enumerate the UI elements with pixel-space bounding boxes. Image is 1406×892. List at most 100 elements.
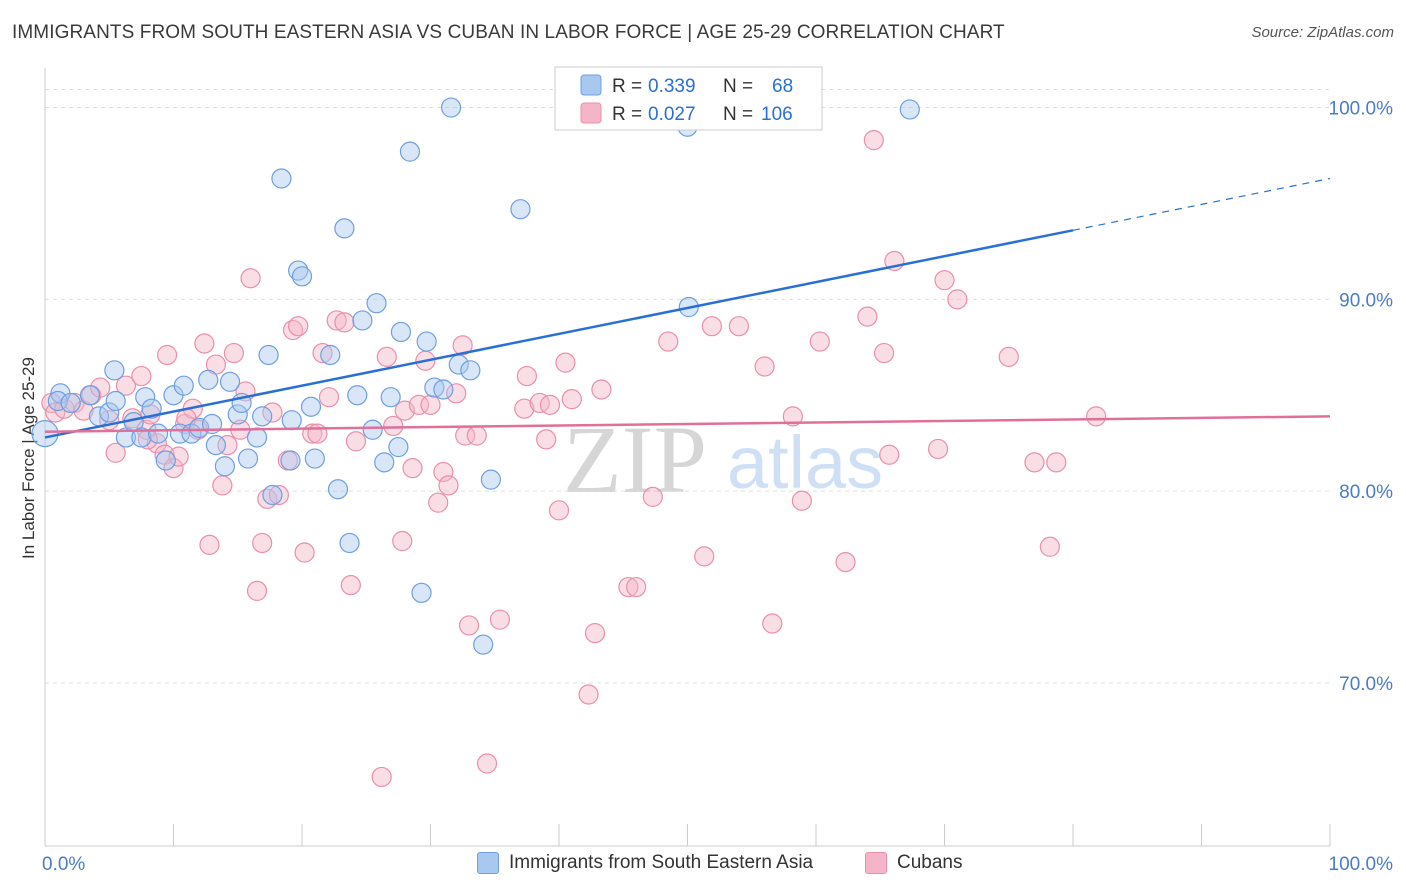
cuban-point-77 [591,379,612,400]
cuban-point-42 [312,342,333,364]
sea-point-24 [214,456,235,477]
sea-point-26 [227,404,248,425]
sea-point-6 [99,402,120,423]
cuban-point-8 [105,442,126,463]
cuban-point-87 [782,406,803,427]
cuban-point-91 [857,306,878,327]
cuban-point-78 [618,576,639,598]
cuban-point-81 [658,331,679,352]
sea-point-62 [510,199,531,220]
cuban-point-103 [1086,406,1107,427]
sea-point-38 [300,396,322,417]
sea-point-4 [79,385,101,406]
cuban-point-88 [791,490,812,511]
cuban-point-64 [466,425,487,446]
cuban-point-56 [420,394,441,415]
chart-source: Source: ZipAtlas.com [1251,24,1394,41]
cuban-point-100 [1024,452,1045,473]
cuban-point-89 [809,331,830,352]
bottom-legend-label-cubans: Cubans [897,852,963,873]
sea-point-61 [480,469,501,490]
sea-point-39 [304,448,325,469]
sea-point-37 [291,266,313,287]
cuban-point-35 [268,484,289,506]
sea-point-67 [899,99,920,120]
cuban-point-34 [262,402,283,423]
legend-n-value-pink: 106 [761,104,793,125]
bottom-legend-swatch-pink [865,852,887,874]
sea-point-34 [280,450,301,471]
cuban-point-48 [371,766,392,788]
trend-lines [44,177,1331,439]
sea-point-48 [374,452,395,473]
axes [44,68,1331,847]
sea-point-56 [433,379,454,400]
sea-point-52 [399,141,421,162]
cuban-point-26 [217,435,238,456]
sea-point-40 [320,344,341,366]
sea-point-60 [473,634,494,655]
legend-n-label-pink: N = [723,104,753,125]
cuban-point-9 [115,375,137,396]
sea-point-32 [262,484,283,506]
sea-point-33 [271,168,292,189]
sea-point-36 [288,260,309,281]
cuban-point-68 [516,365,537,387]
cuban-point-67 [514,398,535,419]
y-tick-label-1: 80.0% [1339,482,1393,503]
x-tick-label-0: 0.0% [42,854,85,875]
cuban-point-97 [934,270,955,291]
cuban-point-16 [156,344,178,366]
cuban-point-74 [561,388,582,410]
sea-point-8 [104,360,125,381]
cuban-point-83 [701,316,723,337]
cuban-point-72 [548,500,570,521]
sea-point-50 [388,436,409,458]
y-axis-label: In Labor Force | Age 25-29 [19,357,38,559]
cuban-point-98 [947,289,968,310]
sea-immigrants-points [31,97,920,655]
sea-point-7 [105,390,126,412]
x-tick-label-1: 100.0% [1329,854,1394,875]
sea-trend-extension [1072,177,1331,231]
sea-point-44 [347,385,368,406]
cuban-point-86 [762,613,783,634]
x-tick-labels: 0.0% 100.0% [42,854,1393,875]
sea-point-45 [352,310,373,331]
cuban-point-50 [383,415,404,437]
cuban-point-45 [334,312,355,333]
cuban-point-22 [194,333,215,354]
cuban-point-25 [212,475,233,496]
sea-point-15 [155,450,176,471]
sea-point-35 [281,410,302,431]
legend-r-label-blue: R = [612,76,642,97]
cuban-point-73 [555,352,576,373]
sea-point-29 [246,427,268,448]
sea-point-3 [60,392,81,414]
cuban-point-23 [199,534,220,555]
y-tick-label-3: 100.0% [1329,99,1394,120]
cuban-point-47 [345,431,367,452]
watermark-atlas: atlas [727,421,883,504]
cuban-point-94 [879,444,900,465]
sea-point-18 [173,375,194,396]
sea-point-42 [334,218,355,239]
cuban-point-32 [252,532,273,554]
cuban-point-84 [728,316,750,337]
cuban-point-75 [578,684,599,705]
cuban-point-101 [1039,536,1060,557]
cuban-point-39 [294,542,315,563]
cuban-point-79 [625,576,647,598]
top-legend: R = 0.339 N = 68 R = 0.027 N = 106 [554,66,823,131]
cuban-point-6 [90,377,111,398]
y-tick-labels: 70.0% 80.0% 90.0% 100.0% [1329,99,1394,695]
cuban-point-71 [539,394,561,415]
cuban-point-44 [326,310,347,331]
sea-point-47 [366,293,387,314]
cuban-point-65 [476,753,498,774]
sea-point-12 [135,387,156,408]
sea-point-31 [258,344,279,366]
cuban-trend-line [44,415,1331,433]
sea-point-41 [327,479,349,500]
sea-point-43 [339,532,360,554]
